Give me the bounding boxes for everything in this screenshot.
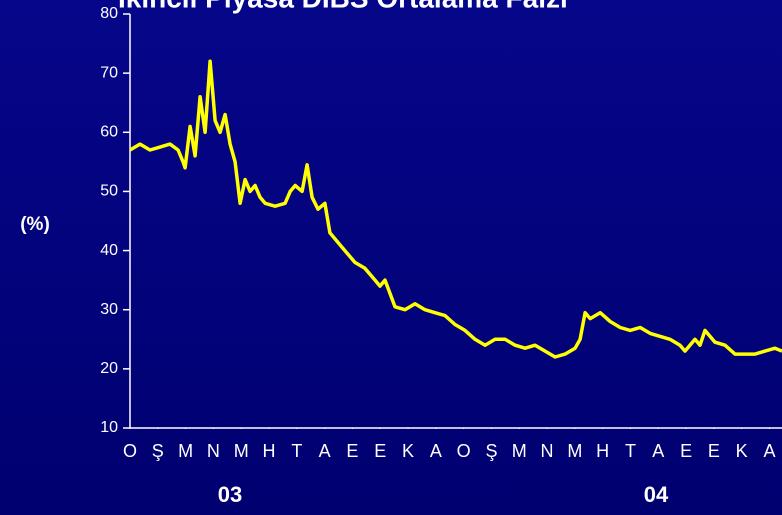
- x-tick-label: H: [263, 441, 276, 461]
- x-tick-label: M: [178, 441, 193, 461]
- y-tick-label: 30: [100, 301, 118, 318]
- y-axis-label: (%): [20, 214, 50, 235]
- y-tick-label: 70: [100, 64, 118, 81]
- y-tick-label: 20: [100, 360, 118, 377]
- y-tick-label: 50: [100, 183, 118, 200]
- x-tick-label: N: [207, 441, 220, 461]
- y-tick-label: 80: [100, 5, 118, 22]
- y-tick-label: 40: [100, 242, 118, 259]
- x-tick-label: K: [736, 441, 748, 461]
- x-tick-label: A: [319, 441, 331, 461]
- x-tick-label: Ş: [485, 441, 497, 461]
- x-tick-label: A: [652, 441, 664, 461]
- year-label: 03: [218, 482, 242, 507]
- x-tick-label: E: [374, 441, 386, 461]
- x-tick-label: N: [541, 441, 554, 461]
- x-tick-label: O: [457, 441, 471, 461]
- chart-title: İkincil Piyasa DİBS Ortalama Faizi: [118, 0, 568, 13]
- x-tick-label: H: [596, 441, 609, 461]
- x-tick-label: T: [625, 441, 636, 461]
- x-tick-label: E: [680, 441, 692, 461]
- data-line: [129, 59, 782, 359]
- x-tick-label: M: [234, 441, 249, 461]
- x-tick-label: E: [708, 441, 720, 461]
- year-label: 04: [644, 482, 669, 507]
- x-tick-label: A: [763, 441, 775, 461]
- x-tick-label: E: [346, 441, 358, 461]
- y-tick-label: 60: [100, 124, 118, 141]
- x-tick-label: M: [512, 441, 527, 461]
- x-tick-label: K: [402, 441, 414, 461]
- x-tick-label: M: [567, 441, 582, 461]
- x-tick-label: T: [291, 441, 302, 461]
- x-tick-label: Ş: [152, 441, 164, 461]
- y-tick-label: 10: [100, 419, 118, 436]
- x-tick-label: A: [430, 441, 442, 461]
- x-tick-label: O: [123, 441, 137, 461]
